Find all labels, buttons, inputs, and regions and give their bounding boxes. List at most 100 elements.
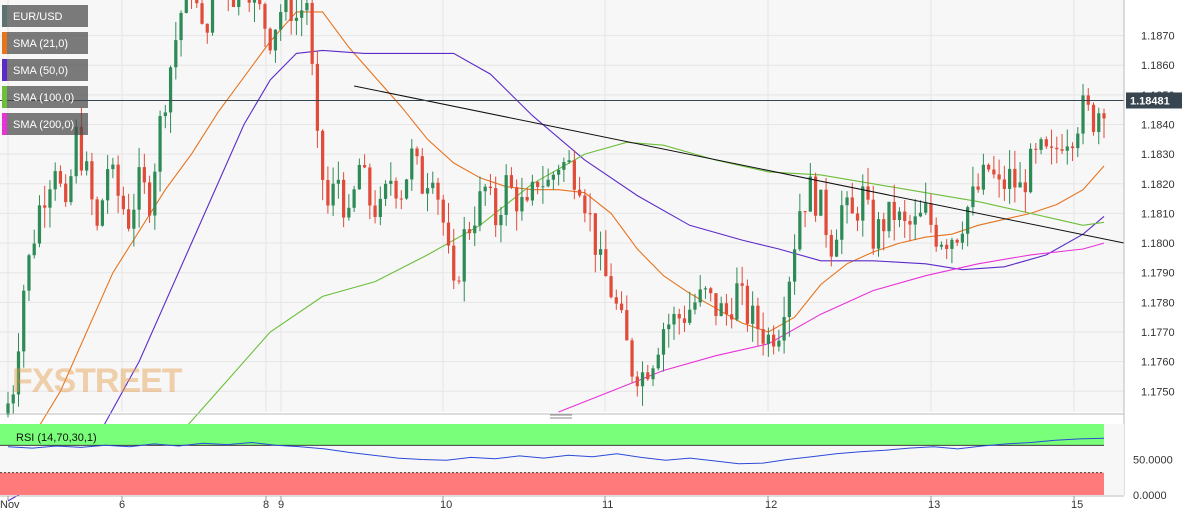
candle xyxy=(966,205,970,247)
candle xyxy=(137,147,141,228)
candle xyxy=(158,110,162,192)
candle xyxy=(619,291,624,314)
candle xyxy=(11,385,15,414)
legend-item[interactable]: SMA (50,0) xyxy=(2,59,88,81)
candle xyxy=(142,153,146,194)
pane-divider xyxy=(0,413,1124,419)
x-tick-label: Nov xyxy=(0,499,20,511)
candle xyxy=(1049,129,1054,165)
candle xyxy=(787,276,791,337)
candle xyxy=(362,154,367,169)
candle xyxy=(90,152,94,216)
rsi-line xyxy=(7,437,1105,465)
candle xyxy=(478,176,482,232)
y-tick-label: 1.1800 xyxy=(1141,238,1175,250)
candle xyxy=(326,166,330,214)
sma-line xyxy=(558,242,1105,413)
candle xyxy=(1097,107,1101,145)
y-axis: 1.18701.18601.18501.18401.18301.18201.18… xyxy=(1123,0,1175,495)
candle xyxy=(1007,150,1012,204)
candle xyxy=(625,295,629,341)
candle xyxy=(751,291,755,342)
candle xyxy=(132,193,136,247)
candle xyxy=(116,155,120,214)
candle xyxy=(331,167,335,216)
candle xyxy=(567,150,571,164)
candle xyxy=(661,322,666,372)
candle xyxy=(1002,165,1006,201)
candle xyxy=(126,193,131,232)
candle xyxy=(635,371,639,397)
candle xyxy=(452,228,456,290)
candle xyxy=(247,0,251,13)
candle xyxy=(457,276,461,285)
candle xyxy=(200,0,204,25)
candle xyxy=(792,234,797,295)
candle xyxy=(32,229,36,259)
x-tick-label: 10 xyxy=(440,499,452,511)
candle xyxy=(703,286,708,299)
candle xyxy=(724,294,729,326)
candle xyxy=(258,0,262,10)
candle xyxy=(111,157,115,179)
candle xyxy=(520,177,524,221)
candle xyxy=(677,308,681,335)
candle xyxy=(341,172,346,228)
candle xyxy=(588,193,592,232)
candle xyxy=(829,229,833,267)
candle xyxy=(352,185,356,212)
candle xyxy=(6,391,10,418)
candle xyxy=(436,177,440,215)
candle xyxy=(939,241,944,250)
candle xyxy=(541,165,545,204)
candle xyxy=(179,10,183,57)
last-price-label: 1.18481 xyxy=(1130,95,1170,107)
candle xyxy=(394,177,398,209)
candle xyxy=(562,157,566,182)
candle xyxy=(515,179,519,231)
candle xyxy=(373,190,377,224)
legend-label: SMA (21,0) xyxy=(13,38,68,50)
candle xyxy=(976,173,980,193)
candle xyxy=(168,65,173,133)
candle xyxy=(1044,136,1048,149)
candle xyxy=(924,182,928,216)
candle xyxy=(100,198,105,227)
candle xyxy=(121,186,125,215)
candle xyxy=(64,174,68,207)
rsi-pane: 50.0000 0.0000 xyxy=(0,424,1173,502)
candle xyxy=(992,155,996,179)
candle xyxy=(745,279,750,332)
candle xyxy=(509,167,514,190)
legend-item[interactable]: EUR/USD xyxy=(2,5,88,27)
candle xyxy=(557,164,561,186)
candle xyxy=(106,154,110,214)
candle xyxy=(58,165,63,188)
candle xyxy=(184,0,188,14)
candle xyxy=(1028,143,1033,194)
candle xyxy=(630,337,634,384)
candle xyxy=(231,0,236,8)
candle xyxy=(191,0,193,9)
y-tick-label: 1.1760 xyxy=(1141,357,1175,369)
candle xyxy=(347,194,351,221)
candle xyxy=(494,176,498,237)
candle xyxy=(960,221,965,250)
legend-label: SMA (200,0) xyxy=(13,119,74,131)
candle xyxy=(598,231,603,271)
candle xyxy=(803,210,807,228)
candle xyxy=(53,162,57,201)
candle xyxy=(572,150,576,200)
candle xyxy=(1055,136,1059,164)
legend-item[interactable]: SMA (100,0) xyxy=(2,86,88,108)
legend-item[interactable]: SMA (21,0) xyxy=(2,32,88,54)
candle xyxy=(682,305,687,332)
candle xyxy=(415,146,419,165)
candle xyxy=(294,0,299,35)
candle xyxy=(913,199,917,241)
candle xyxy=(1060,134,1064,155)
legend-item[interactable]: SMA (200,0) xyxy=(2,113,88,135)
overbought-zone xyxy=(0,424,1104,446)
candle xyxy=(1076,127,1080,158)
y-tick-label: 1.1830 xyxy=(1141,149,1175,161)
